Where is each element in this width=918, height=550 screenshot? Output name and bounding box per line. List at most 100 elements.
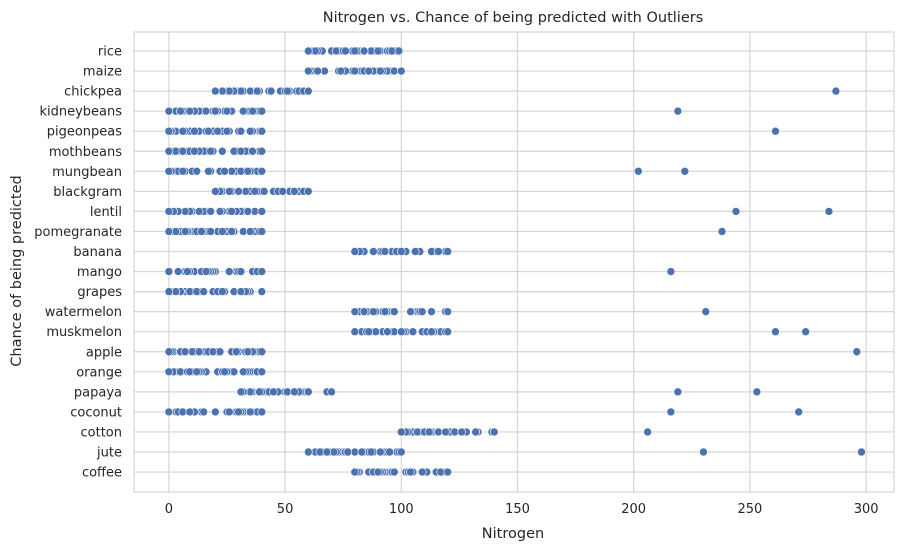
data-point (443, 327, 453, 337)
data-point (178, 146, 188, 156)
data-point (199, 287, 209, 296)
data-point (197, 227, 206, 236)
chart-title: Nitrogen vs. Chance of being predicted w… (323, 10, 704, 26)
data-point (489, 427, 499, 437)
data-point (259, 187, 269, 196)
data-point (304, 86, 313, 96)
data-point (313, 66, 322, 76)
data-point (243, 347, 253, 357)
data-point (243, 167, 253, 176)
y-tick-label: kidneybeans (39, 105, 122, 120)
data-point (357, 447, 367, 457)
data-point (350, 247, 360, 256)
data-point (248, 146, 257, 156)
data-point (236, 146, 246, 156)
plot-area (133, 31, 895, 493)
data-point (248, 106, 257, 116)
data-point (364, 66, 374, 76)
y-tick-label: grapes (77, 285, 122, 300)
data-point (376, 447, 385, 457)
data-point (443, 467, 453, 477)
data-point (304, 66, 313, 76)
data-point (257, 227, 267, 236)
y-tick-label: muskmelon (46, 325, 122, 340)
data-point (731, 207, 741, 216)
data-point (234, 407, 243, 417)
x-tick-label: 150 (505, 502, 530, 517)
data-point (183, 267, 192, 276)
data-point (417, 307, 427, 316)
data-point (410, 247, 420, 256)
data-point (164, 347, 174, 357)
data-point (164, 167, 174, 176)
data-point (771, 126, 780, 136)
data-point (771, 327, 780, 337)
data-point (257, 207, 267, 216)
data-point (245, 126, 255, 136)
x-tick-label: 100 (389, 502, 414, 517)
data-point (222, 106, 232, 116)
data-point (278, 187, 288, 196)
data-point (396, 327, 406, 337)
data-point (424, 427, 434, 437)
data-point (178, 167, 188, 176)
data-point (366, 447, 376, 457)
data-point (257, 347, 267, 357)
y-tick-label: jute (96, 446, 122, 461)
x-axis-title: Nitrogen (482, 526, 544, 542)
data-point (218, 227, 227, 236)
data-point (427, 307, 436, 316)
grid-lines (134, 32, 894, 492)
data-point (304, 387, 313, 397)
data-point (236, 126, 246, 136)
data-point (350, 46, 360, 56)
data-point (350, 307, 360, 316)
data-point (164, 227, 174, 236)
y-tick-label: banana (73, 245, 122, 260)
data-point (243, 207, 253, 216)
data-point (441, 427, 450, 437)
data-point (327, 387, 336, 397)
data-point (257, 167, 267, 176)
data-point (699, 447, 708, 457)
data-point (269, 387, 278, 397)
y-tick-label: mungbean (52, 165, 122, 180)
data-point (283, 86, 292, 96)
data-point (266, 86, 276, 96)
data-point (341, 46, 350, 56)
data-point (385, 447, 394, 457)
data-point (220, 367, 229, 377)
data-point (164, 287, 174, 296)
y-tick-label: coconut (70, 405, 122, 420)
y-axis-title: Chance of being predicted (9, 175, 25, 366)
data-point (234, 187, 243, 196)
data-point (224, 407, 234, 417)
y-tick-label: watermelon (45, 305, 122, 320)
y-tick-label: mango (77, 265, 122, 280)
data-point (224, 267, 234, 276)
data-point (673, 106, 683, 116)
data-point (257, 287, 267, 296)
data-point (752, 387, 762, 397)
data-point (204, 126, 213, 136)
data-point (215, 207, 225, 216)
data-point (304, 447, 313, 457)
data-point (257, 126, 267, 136)
data-point (359, 46, 369, 56)
data-point (185, 106, 195, 116)
y-tick-label: papaya (74, 385, 122, 400)
data-point (194, 347, 204, 357)
data-point (290, 387, 299, 397)
data-point (255, 387, 264, 397)
data-point (211, 187, 220, 196)
data-point (673, 387, 683, 397)
data-point (369, 247, 378, 256)
data-point (201, 106, 211, 116)
data-point (224, 187, 234, 196)
y-tick-label: rice (98, 45, 122, 60)
data-point (164, 106, 174, 116)
data-point (257, 106, 267, 116)
data-point (373, 467, 383, 477)
data-point (227, 207, 236, 216)
data-point (245, 227, 255, 236)
